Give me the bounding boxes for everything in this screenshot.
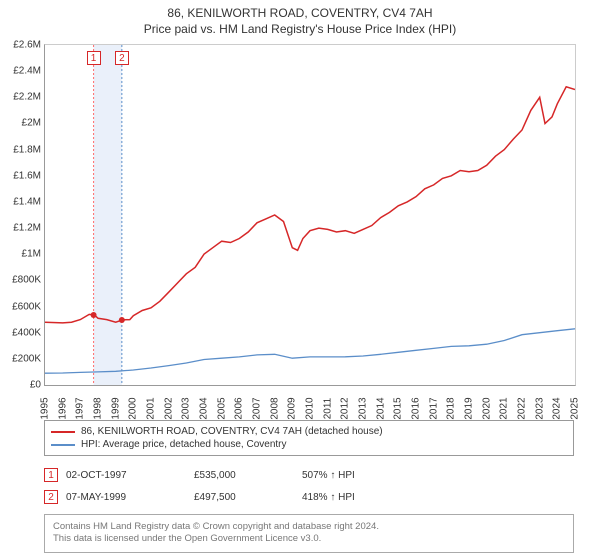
x-axis-label: 2002: [163, 397, 174, 419]
x-axis-label: 1995: [40, 397, 51, 419]
x-axis-label: 2016: [411, 397, 422, 419]
y-axis-label: £1.2M: [13, 223, 41, 234]
event-marker: 1: [44, 468, 58, 482]
x-axis-label: 2012: [340, 397, 351, 419]
x-axis-label: 2015: [393, 397, 404, 419]
x-axis-label: 2020: [481, 397, 492, 419]
chart-subtitle: Price paid vs. HM Land Registry's House …: [0, 22, 600, 36]
y-axis-label: £2.2M: [13, 92, 41, 103]
x-axis-label: 2019: [464, 397, 475, 419]
event-change: 418% ↑ HPI: [302, 492, 355, 503]
y-axis-label: £2.6M: [13, 40, 41, 51]
y-axis-label: £1.4M: [13, 196, 41, 207]
y-axis-label: £1.8M: [13, 144, 41, 155]
legend-item: HPI: Average price, detached house, Cove…: [51, 438, 567, 451]
x-axis-label: 2000: [128, 397, 139, 419]
footer-line: This data is licensed under the Open Gov…: [53, 533, 565, 545]
address-title: 86, KENILWORTH ROAD, COVENTRY, CV4 7AH: [0, 6, 600, 20]
x-axis-label: 1997: [75, 397, 86, 419]
y-axis-label: £1.6M: [13, 170, 41, 181]
x-axis-label: 2021: [499, 397, 510, 419]
events-table: 1 02-OCT-1997 £535,000 507% ↑ HPI 2 07-M…: [44, 464, 574, 508]
y-axis-label: £200K: [12, 353, 41, 364]
x-axis-label: 2018: [446, 397, 457, 419]
x-axis-label: 2001: [146, 397, 157, 419]
event-price: £497,500: [194, 492, 294, 503]
x-axis-label: 2011: [322, 398, 333, 420]
x-axis-label: 2003: [181, 397, 192, 419]
legend-swatch: [51, 431, 75, 433]
x-axis-label: 2007: [252, 397, 263, 419]
y-axis-label: £2.4M: [13, 66, 41, 77]
line-chart: £0£200K£400K£600K£800K£1M£1.2M£1.4M£1.6M…: [44, 44, 576, 386]
y-axis-label: £1M: [22, 249, 41, 260]
x-axis-label: 2005: [216, 397, 227, 419]
legend-item: 86, KENILWORTH ROAD, COVENTRY, CV4 7AH (…: [51, 425, 567, 438]
legend-box: 86, KENILWORTH ROAD, COVENTRY, CV4 7AH (…: [44, 420, 574, 456]
event-row: 2 07-MAY-1999 £497,500 418% ↑ HPI: [44, 486, 574, 508]
event-price: £535,000: [194, 470, 294, 481]
x-axis-label: 2009: [287, 397, 298, 419]
y-axis-label: £400K: [12, 327, 41, 338]
x-axis-label: 2006: [234, 397, 245, 419]
x-axis-label: 1999: [110, 397, 121, 419]
x-axis-label: 2017: [428, 397, 439, 419]
legend-label: HPI: Average price, detached house, Cove…: [81, 439, 287, 450]
event-row: 1 02-OCT-1997 £535,000 507% ↑ HPI: [44, 464, 574, 486]
footer-attribution: Contains HM Land Registry data © Crown c…: [44, 514, 574, 553]
chart-svg: [45, 45, 575, 385]
x-axis-label: 2025: [570, 397, 581, 419]
x-axis-label: 1996: [57, 397, 68, 419]
y-axis-label: £0: [30, 380, 41, 391]
legend-swatch: [51, 444, 75, 446]
x-axis-label: 2024: [552, 397, 563, 419]
footer-line: Contains HM Land Registry data © Crown c…: [53, 521, 565, 533]
event-change: 507% ↑ HPI: [302, 470, 355, 481]
title-block: 86, KENILWORTH ROAD, COVENTRY, CV4 7AH P…: [0, 0, 600, 36]
x-axis-label: 1998: [93, 397, 104, 419]
y-axis-label: £800K: [12, 275, 41, 286]
event-date: 02-OCT-1997: [66, 470, 186, 481]
x-axis-label: 2023: [534, 397, 545, 419]
y-axis-label: £2M: [22, 118, 41, 129]
x-axis-label: 2022: [517, 397, 528, 419]
page-container: 86, KENILWORTH ROAD, COVENTRY, CV4 7AH P…: [0, 0, 600, 560]
chart-marker-label: 2: [115, 51, 129, 65]
x-axis-label: 2010: [305, 397, 316, 419]
event-marker: 2: [44, 490, 58, 504]
x-axis-label: 2008: [269, 397, 280, 419]
x-axis-label: 2013: [358, 397, 369, 419]
event-date: 07-MAY-1999: [66, 492, 186, 503]
legend-label: 86, KENILWORTH ROAD, COVENTRY, CV4 7AH (…: [81, 426, 383, 437]
x-axis-label: 2004: [199, 397, 210, 419]
chart-marker-label: 1: [87, 51, 101, 65]
y-axis-label: £600K: [12, 301, 41, 312]
x-axis-label: 2014: [375, 397, 386, 419]
